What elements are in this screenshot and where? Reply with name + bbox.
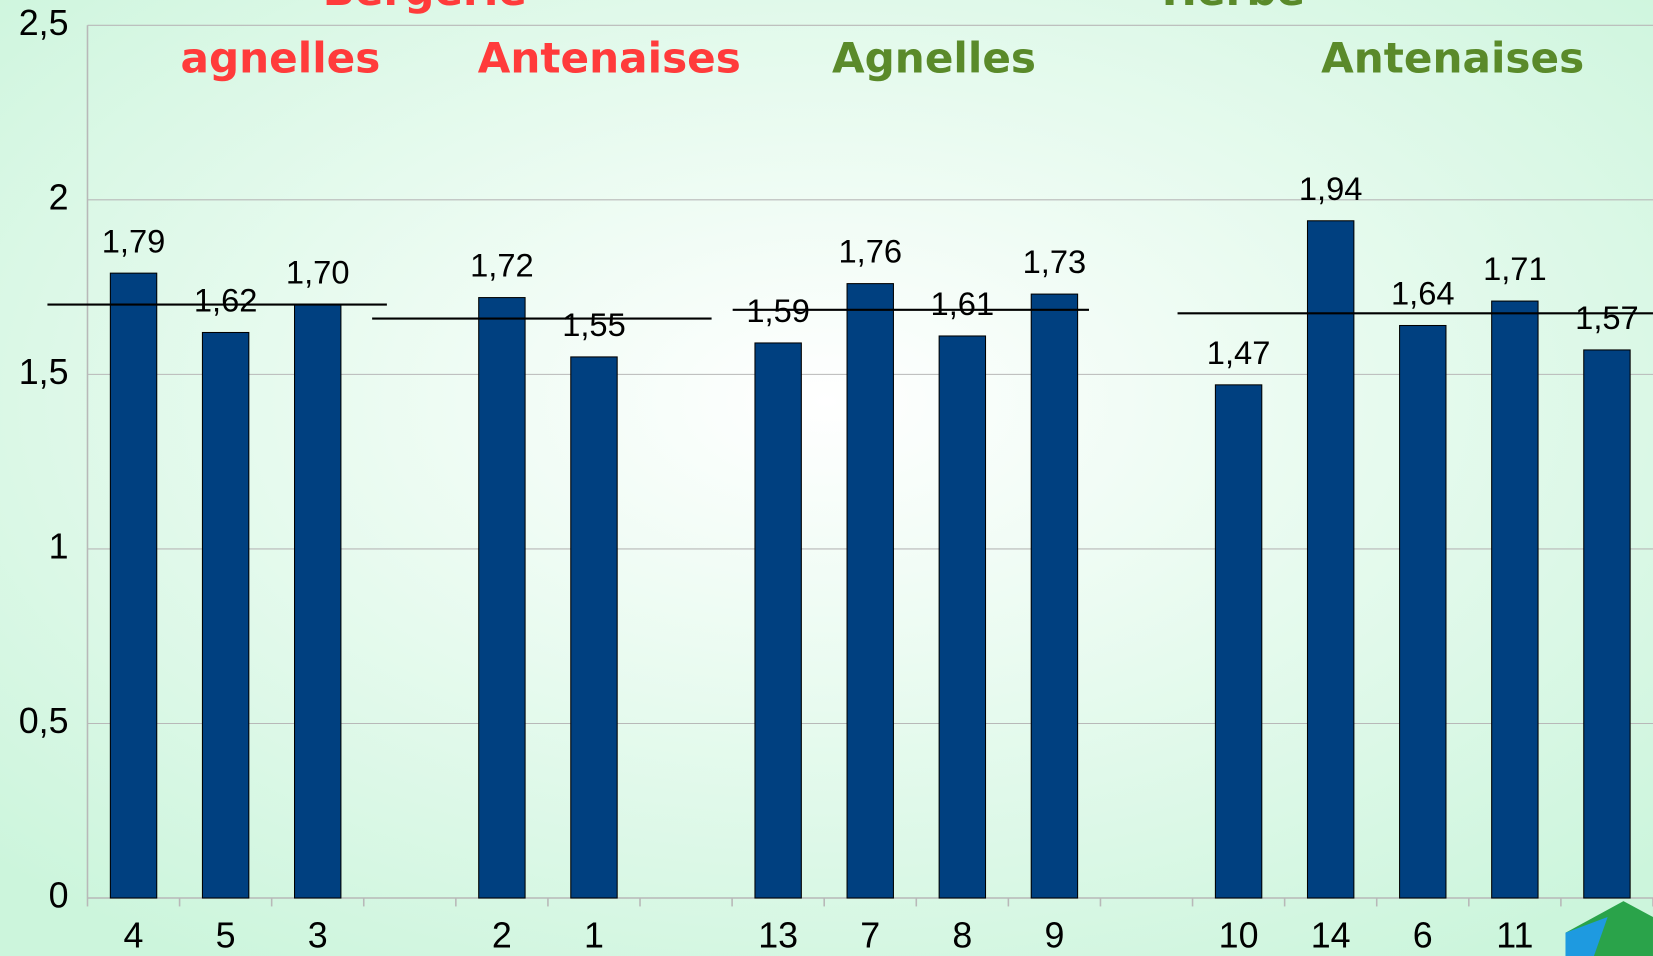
data-label: 1,70 [286, 254, 350, 291]
bar [478, 297, 526, 899]
y-tick-label: 2,5 [19, 3, 69, 43]
x-tick-label: 5 [216, 916, 236, 956]
bar [938, 335, 987, 899]
bar [109, 272, 158, 899]
x-tick-label: 3 [308, 916, 328, 956]
data-label: 1,71 [1483, 250, 1547, 287]
x-tick-label: 8 [952, 916, 972, 956]
data-label: 1,61 [931, 285, 995, 322]
data-label: 1,72 [470, 247, 534, 284]
bar [570, 356, 618, 899]
x-tick-label: 4 [124, 916, 144, 956]
bar [1306, 220, 1355, 899]
data-label: 1,76 [838, 233, 902, 270]
y-tick-label: 1,5 [19, 352, 69, 392]
annotation: agnelles [181, 34, 381, 83]
x-tick-label: 9 [1044, 916, 1064, 956]
bar [293, 304, 342, 899]
bar [846, 283, 894, 899]
data-label: 1,57 [1575, 299, 1639, 336]
x-tick-label: 2 [492, 916, 512, 956]
data-label: 1,73 [1023, 243, 1087, 280]
annotation: Antenaises [478, 34, 741, 83]
y-tick-label: 0 [49, 875, 69, 915]
bar [1399, 324, 1447, 899]
y-tick-label: 0,5 [19, 701, 69, 741]
x-tick-label: 14 [1311, 916, 1351, 956]
y-tick-label: 2 [49, 177, 69, 217]
x-tick-label: 7 [860, 916, 880, 956]
annotation: Antenaises [1321, 34, 1584, 83]
bar [1491, 300, 1539, 899]
annotation: Agnelles [832, 34, 1036, 83]
x-tick-label: 11 [1496, 916, 1533, 956]
bar [1214, 384, 1263, 899]
x-tick-label: 1 [584, 916, 604, 956]
y-tick-label: 1 [49, 526, 69, 566]
bar [1583, 349, 1631, 899]
data-label: 1,55 [562, 306, 626, 343]
x-tick-label: 10 [1219, 916, 1259, 956]
logo-blue [1565, 916, 1608, 956]
bar [754, 342, 802, 899]
data-label: 1,47 [1207, 334, 1271, 371]
x-tick-label: 13 [758, 916, 798, 956]
x-tick-label: 6 [1413, 916, 1433, 956]
bar [1030, 293, 1079, 899]
bar [201, 331, 250, 899]
data-label: 1,64 [1391, 275, 1455, 312]
data-label: 1,62 [194, 282, 258, 319]
data-label: 1,94 [1299, 170, 1363, 207]
logo [1565, 901, 1653, 956]
annotation: Bergerie [323, 0, 527, 15]
annotation: Herbe [1162, 0, 1305, 15]
plot: 00,511,522,545321137891014611121,791,621… [19, 0, 1653, 956]
data-label: 1,79 [102, 222, 166, 259]
